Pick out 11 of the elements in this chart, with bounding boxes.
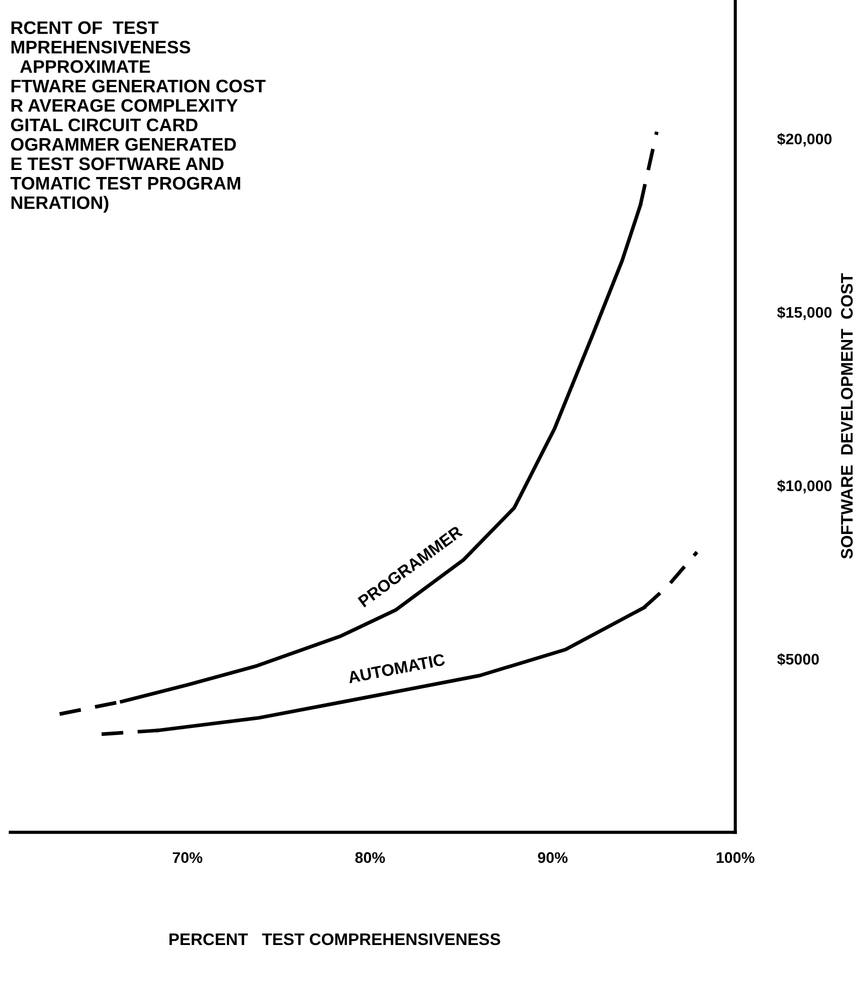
x-tick-label: 80% bbox=[355, 852, 385, 863]
chart-title: RCENT OF TEST MPREHENSIVENESS APPROXIMATE FTWARE GENERATION COST R AVERAGE COMPLEXITY GITAL CIRCUIT CARD OGRAMMER GENERATED E TEST SOFTWARE AND TOMATIC TEST PROGRAM NERATION) bbox=[10, 21, 266, 213]
text: PERCENT TEST COMPREHENSIVENESS bbox=[170, 933, 500, 946]
y-axis-title: SOFTWARE DEVELOPMENT COST bbox=[840, 273, 853, 559]
y-tick-label: $20,000 bbox=[777, 132, 832, 147]
y-tick-label: $5000 bbox=[777, 653, 819, 666]
y-tick-label: $15,000 bbox=[777, 306, 832, 320]
x-tick-label: 90% bbox=[538, 852, 568, 863]
x-tick-label: 70% bbox=[172, 852, 202, 863]
y-tick-label: $10,000 bbox=[777, 480, 832, 494]
x-tick-label: 100% bbox=[716, 852, 754, 863]
